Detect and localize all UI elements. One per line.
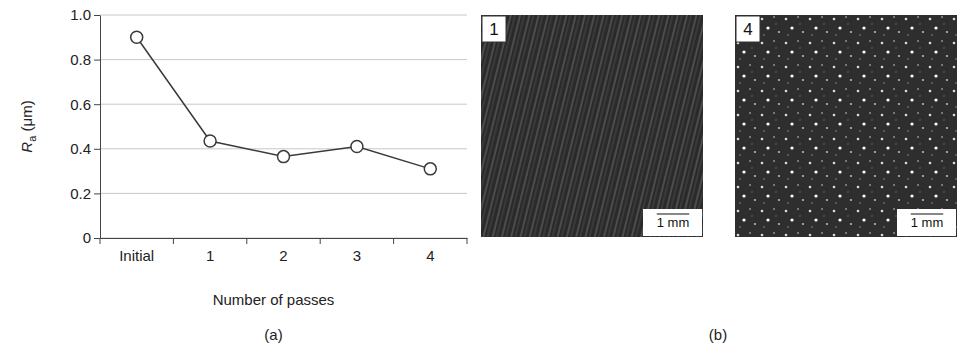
data-point [278, 151, 290, 163]
panel-label: (a) [264, 326, 282, 343]
x-separators [100, 238, 467, 244]
image-label: 4 [743, 20, 752, 39]
y-tick-label: 0.8 [70, 51, 91, 68]
x-axis-title: Number of passes [213, 291, 335, 308]
x-axis: Initial 1 2 3 4 [101, 238, 468, 264]
data-point [131, 31, 143, 43]
grid-line [100, 148, 467, 149]
category-separator [173, 238, 174, 244]
x-tick: 2 [279, 238, 287, 264]
grid-line [100, 15, 467, 16]
y-tick-label: 1.0 [70, 6, 91, 23]
category-separator [467, 238, 468, 244]
data-point [424, 163, 436, 175]
grid-line [100, 238, 467, 239]
x-tick: 3 [353, 238, 361, 264]
x-tick: Initial [119, 238, 154, 264]
x-tick-label: 3 [353, 247, 361, 264]
x-tick-label: 1 [206, 247, 214, 264]
y-tick-label: 0 [83, 229, 91, 246]
y-tick: 1.0 [70, 6, 100, 23]
y-axis-line [100, 16, 101, 239]
image-label: 1 [489, 20, 498, 39]
x-tick-label: Initial [119, 247, 154, 264]
category-separator [393, 238, 394, 244]
y-tick-mark [94, 193, 100, 194]
y-tick: 0 [83, 229, 100, 246]
y-tick-label: 0.6 [70, 96, 91, 113]
y-tick-mark [94, 104, 100, 105]
grid-line [100, 104, 467, 105]
y-axis: 0 0.2 0.4 0.6 0.8 1.0 [70, 6, 100, 246]
data-point [204, 135, 216, 147]
category-separator [246, 238, 247, 244]
y-tick-mark [94, 60, 100, 61]
data-point [351, 141, 363, 153]
y-tick: 0.8 [70, 51, 100, 68]
label-box [482, 16, 506, 42]
x-axis-line [101, 238, 468, 239]
data-line [137, 37, 431, 169]
label-box [736, 16, 760, 42]
category-separator [100, 238, 101, 244]
scale-bar [657, 213, 690, 214]
micrograph: 1 1 mm [481, 15, 703, 237]
y-tick: 0.6 [70, 96, 100, 113]
plot-marks [131, 31, 437, 175]
y-tick-mark [94, 15, 100, 16]
grid [100, 15, 467, 238]
y-tick-label: 0.2 [70, 185, 91, 202]
x-tick: 4 [426, 238, 434, 264]
y-tick: 0.2 [70, 185, 100, 202]
y-tick-label: 0.4 [70, 140, 91, 157]
y-tick-mark [94, 149, 100, 150]
grid-line [100, 193, 467, 194]
scale-bar-box [643, 209, 702, 236]
micrograph-image [481, 15, 703, 237]
x-tick-label: 4 [426, 247, 434, 264]
scale-bar-label: 1 mm [657, 215, 690, 230]
micrograph: 4 1 mm [735, 15, 957, 237]
y-axis-title: Ra (μm) [18, 100, 38, 152]
scale-bar-box [897, 209, 956, 236]
x-tick-label: 2 [279, 247, 287, 264]
micrograph-image [735, 15, 957, 237]
y-tick-mark [94, 238, 100, 239]
scale-bar-label: 1 mm [911, 215, 944, 230]
y-tick: 0.4 [70, 140, 100, 157]
panel-label: (b) [709, 326, 727, 343]
x-tick: 1 [206, 238, 214, 264]
category-separator [320, 238, 321, 244]
grid-line [100, 59, 467, 60]
scale-bar [911, 213, 944, 214]
